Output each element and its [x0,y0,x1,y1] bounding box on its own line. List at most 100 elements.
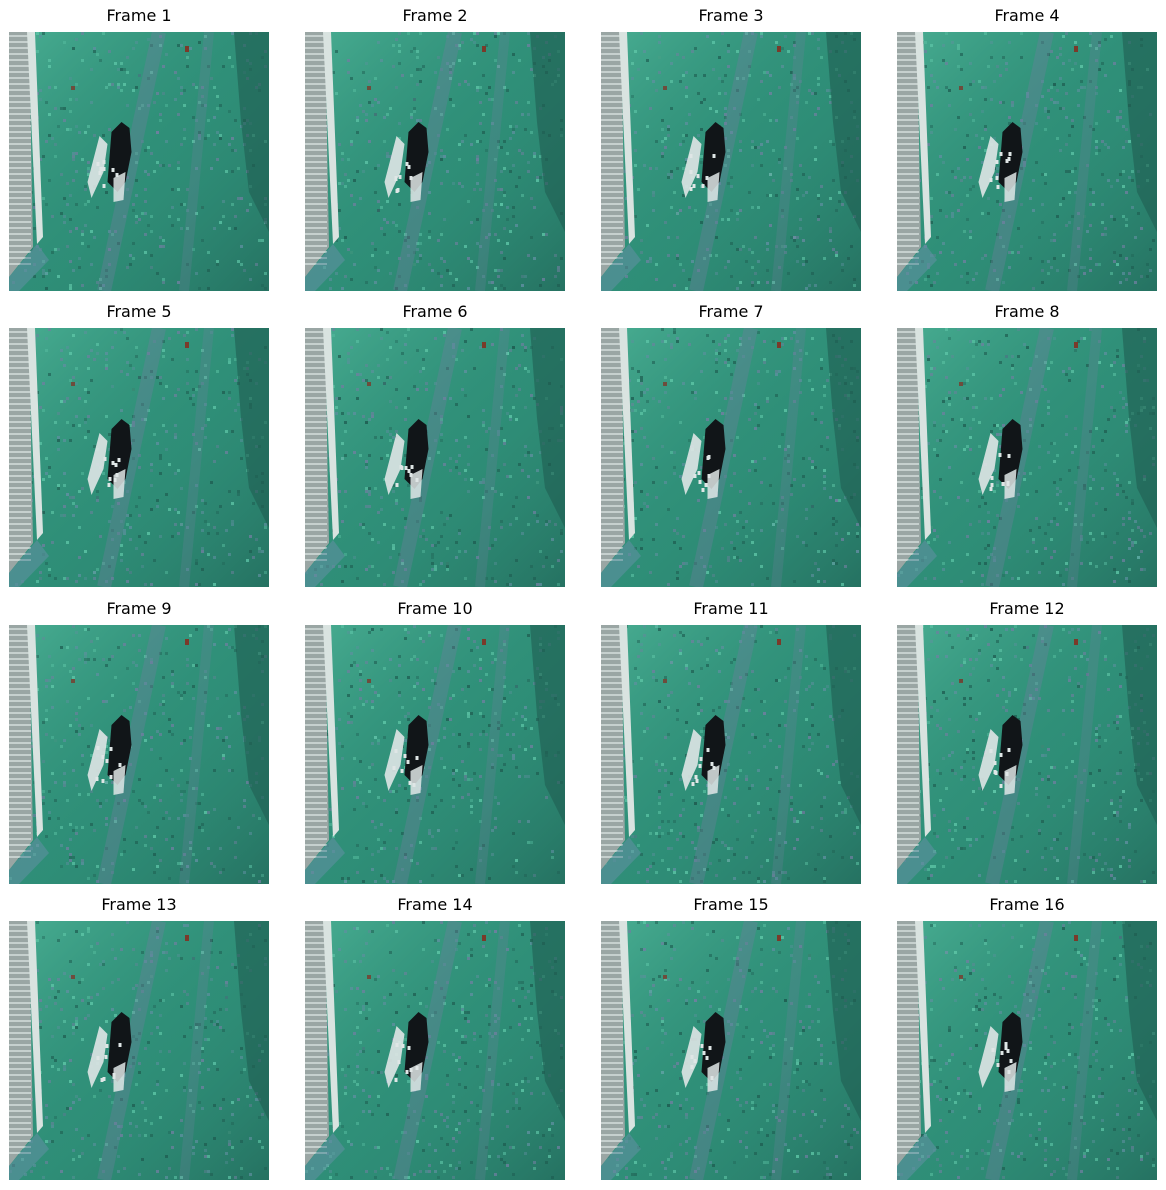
building-shadow [897,244,937,291]
frame-title: Frame 3 [698,6,764,25]
dog [87,419,132,499]
dog-body [404,715,429,785]
worn-path [393,921,462,1180]
frame-title: Frame 12 [989,599,1065,618]
red-mark [663,86,667,90]
dark-vegetation [1122,328,1157,528]
dog-white-patch [681,136,702,198]
worn-path [179,921,214,1180]
red-mark [1074,342,1078,348]
grass-shading [305,625,565,884]
red-mark [959,382,963,386]
dog [384,419,429,499]
red-mark [663,382,667,386]
red-mark [71,679,75,683]
worn-path [475,921,510,1180]
frame-title: Frame 6 [402,302,468,321]
frame-image [601,625,861,884]
frame-title: Frame 2 [402,6,468,25]
frame-cell: Frame 12 [897,593,1157,884]
frame-cell: Frame 5 [9,296,269,587]
building-wall [27,328,43,540]
dog [681,419,726,499]
building-shadow [897,540,937,587]
grass-shading [9,921,269,1180]
building-shadow [897,1133,937,1180]
dark-vegetation [1122,32,1157,232]
building-shadow [305,1133,345,1180]
building-siding [601,331,623,561]
dark-vegetation [826,328,861,528]
grass-shading [305,328,565,587]
building-shadow [9,1133,49,1180]
building-shadow [601,1133,641,1180]
dog-spots [989,152,1012,189]
grass-texture [897,328,1155,586]
dark-vegetation [1122,921,1157,1121]
red-mark [367,382,371,386]
building-wall [619,921,635,1133]
frame-image [897,921,1157,1180]
frame-cell: Frame 9 [9,593,269,884]
grass-shading [601,32,861,291]
frame-image [9,328,269,587]
building-shadow [9,540,49,587]
dog [978,419,1023,499]
red-mark [367,86,371,90]
building-wall [619,625,635,837]
red-mark [777,935,781,941]
red-mark [482,342,486,348]
dog [87,1012,132,1092]
building-wall [619,32,635,244]
grass-shading [897,625,1157,884]
worn-path [97,921,166,1180]
frame-title: Frame 10 [397,599,473,618]
frame-cell: Frame 1 [9,0,269,291]
frame-image [897,625,1157,884]
dark-vegetation [234,32,269,232]
dog-white-patch [410,1062,423,1092]
grass-shading [9,32,269,291]
dog [87,715,132,795]
building-siding [305,924,327,1154]
red-mark [959,86,963,90]
dog-white-patch [707,765,720,795]
worn-path [179,32,214,291]
dog [978,1012,1023,1092]
dog-white-patch [410,765,423,795]
red-mark [1074,935,1078,941]
worn-path [97,625,166,884]
dog-spots [96,1043,122,1082]
building-siding [9,924,31,1154]
dog-white-patch [87,136,108,198]
frame-cell: Frame 6 [305,296,565,587]
worn-path [1067,32,1102,291]
building-shadow [305,244,345,291]
building-shadow [897,837,937,884]
grass-shading [601,328,861,587]
red-mark [663,975,667,979]
worn-path [475,625,510,884]
frame-cell: Frame 10 [305,593,565,884]
grass-shading [897,921,1157,1180]
worn-path [97,32,166,291]
frame-title: Frame 5 [106,302,172,321]
frame-title: Frame 11 [693,599,769,618]
dog [681,715,726,795]
frame-title: Frame 1 [106,6,172,25]
red-mark [777,46,781,52]
frame-cell: Frame 11 [601,593,861,884]
red-mark [482,935,486,941]
dog-spots [989,453,1011,491]
dog-white-patch [384,1026,405,1088]
dog-body [998,1012,1023,1082]
frame-title: Frame 13 [101,895,177,914]
frame-image [305,625,565,884]
red-mark [1074,639,1078,645]
worn-path [1067,328,1102,587]
red-mark [1074,46,1078,52]
dog [384,715,429,795]
frame-cell: Frame 15 [601,889,861,1180]
grass-shading [9,625,269,884]
worn-path [179,328,214,587]
